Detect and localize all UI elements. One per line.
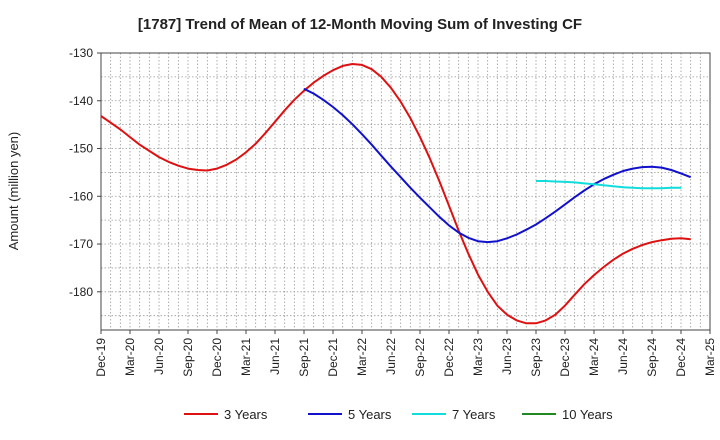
y-tick-label: -180 bbox=[69, 285, 93, 299]
legend: 3 Years 5 Years 7 Years 10 Years bbox=[184, 407, 613, 422]
x-tick-label: Sep-23 bbox=[529, 338, 543, 377]
x-tick-label: Mar-20 bbox=[123, 338, 137, 376]
x-tick-label: Sep-20 bbox=[181, 338, 195, 377]
chart-title: [1787] Trend of Mean of 12-Month Moving … bbox=[138, 16, 582, 33]
legend-item-7-years: 7 Years bbox=[412, 407, 496, 422]
x-tick-label: Dec-24 bbox=[674, 338, 688, 377]
x-tick-label: Sep-22 bbox=[413, 338, 427, 377]
legend-item-10-years: 10 Years bbox=[522, 407, 613, 422]
legend-item-5-years: 5 Years bbox=[308, 407, 392, 422]
x-tick-label: Dec-23 bbox=[558, 338, 572, 377]
y-axis-label: Amount (million yen) bbox=[6, 132, 21, 251]
series-line-7-years bbox=[536, 180, 681, 190]
legend-item-3-years: 3 Years bbox=[184, 407, 268, 422]
x-tick-label: Mar-21 bbox=[239, 338, 253, 376]
legend-label: 10 Years bbox=[562, 407, 613, 422]
y-ticks: -130 -140 -150 -160 -170 -180 bbox=[69, 46, 101, 299]
series-group bbox=[100, 63, 692, 325]
plot-area-border bbox=[100, 52, 711, 331]
x-tick-label: Mar-22 bbox=[355, 338, 369, 376]
y-tick-label: -140 bbox=[69, 94, 93, 108]
x-tick-label: Dec-20 bbox=[210, 338, 224, 377]
legend-label: 7 Years bbox=[452, 407, 496, 422]
grid bbox=[101, 53, 710, 330]
legend-label: 5 Years bbox=[348, 407, 392, 422]
x-ticks: Dec-19 Mar-20 Jun-20 Sep-20 Dec-20 Mar-21 Jun-… bbox=[94, 330, 717, 377]
x-tick-label: Mar-23 bbox=[471, 338, 485, 376]
x-tick-label: Jun-24 bbox=[616, 338, 630, 375]
x-tick-label: Dec-21 bbox=[326, 338, 340, 377]
series-line-5-years bbox=[303, 87, 692, 244]
y-tick-label: -130 bbox=[69, 46, 93, 60]
y-tick-label: -170 bbox=[69, 237, 93, 251]
y-tick-label: -160 bbox=[69, 189, 93, 203]
x-tick-label: Jun-23 bbox=[500, 338, 514, 375]
x-tick-label: Dec-22 bbox=[442, 338, 456, 377]
series-line-3-years bbox=[100, 63, 691, 325]
x-tick-label: Dec-19 bbox=[94, 338, 108, 377]
x-tick-label: Mar-25 bbox=[703, 338, 717, 376]
y-tick-label: -150 bbox=[69, 142, 93, 156]
x-tick-label: Jun-21 bbox=[268, 338, 282, 375]
x-tick-label: Sep-24 bbox=[645, 338, 659, 377]
x-tick-label: Jun-22 bbox=[384, 338, 398, 375]
legend-label: 3 Years bbox=[224, 407, 268, 422]
x-tick-label: Mar-24 bbox=[587, 338, 601, 376]
x-tick-label: Jun-20 bbox=[152, 338, 166, 375]
x-tick-label: Sep-21 bbox=[297, 338, 311, 377]
